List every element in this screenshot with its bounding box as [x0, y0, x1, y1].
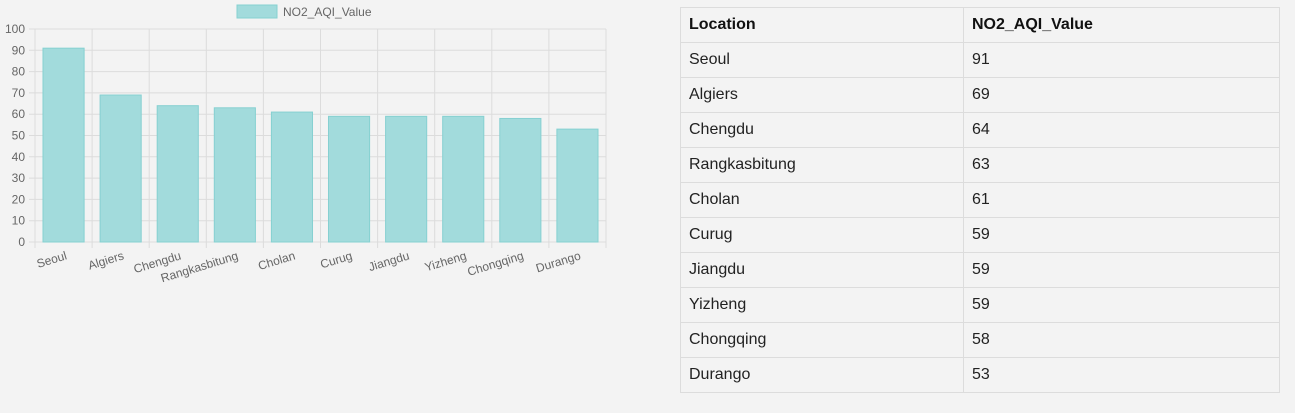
cell-location: Chengdu	[680, 112, 964, 148]
y-tick-label: 30	[12, 171, 26, 185]
y-tick-label: 0	[18, 235, 25, 249]
legend-label: NO2_AQI_Value	[283, 5, 372, 19]
table-row: Seoul 91	[680, 42, 1280, 78]
header-no2-aqi-value: NO2_AQI_Value	[963, 7, 1280, 43]
cell-value: 91	[963, 42, 1280, 78]
bar[interactable]	[385, 115, 428, 243]
y-tick-label: 70	[12, 86, 26, 100]
y-axis: 0 10 20 30 40 50 60 70 80 90 100	[5, 22, 25, 249]
cell-value: 59	[963, 217, 1280, 253]
cell-value: 58	[963, 322, 1280, 358]
x-tick-label: Yizheng	[423, 248, 468, 274]
y-tick-label: 40	[12, 150, 26, 164]
table-row: Yizheng 59	[680, 287, 1280, 323]
x-tick-label: Chongqing	[466, 248, 526, 278]
cell-location: Yizheng	[680, 287, 964, 323]
cell-location: Seoul	[680, 42, 964, 78]
table-row: Jiangdu 59	[680, 252, 1280, 288]
x-tick-label: Algiers	[86, 248, 125, 272]
table-row: Chengdu 64	[680, 112, 1280, 148]
bar[interactable]	[556, 128, 599, 243]
cell-location: Rangkasbitung	[680, 147, 964, 183]
data-table-container: Location NO2_AQI_Value Seoul 91 Algiers 69 C…	[680, 7, 1280, 393]
x-tick-label: Curug	[319, 248, 354, 271]
cell-value: 59	[963, 287, 1280, 323]
cell-value: 69	[963, 77, 1280, 113]
chart-legend[interactable]: NO2_AQI_Value	[236, 4, 372, 19]
cell-location: Durango	[680, 357, 964, 393]
bar[interactable]	[99, 94, 142, 243]
table-row: Algiers 69	[680, 77, 1280, 113]
x-tick-label: Seoul	[35, 248, 68, 270]
y-tick-label: 20	[12, 192, 26, 206]
chart-bars	[42, 47, 599, 243]
table-row: Rangkasbitung 63	[680, 147, 1280, 183]
table-row: Curug 59	[680, 217, 1280, 253]
cell-value: 64	[963, 112, 1280, 148]
cell-location: Jiangdu	[680, 252, 964, 288]
y-tick-label: 50	[12, 129, 26, 143]
y-tick-label: 100	[5, 22, 25, 36]
cell-value: 59	[963, 252, 1280, 288]
legend-swatch	[236, 4, 278, 19]
table-row: Cholan 61	[680, 182, 1280, 218]
bar[interactable]	[213, 107, 256, 243]
data-table: Location NO2_AQI_Value Seoul 91 Algiers 69 C…	[680, 7, 1280, 393]
y-tick-label: 90	[12, 43, 26, 57]
bar[interactable]	[499, 117, 542, 243]
table-body: Seoul 91 Algiers 69 Chengdu 64 Rangkasbitung 63…	[680, 42, 1280, 393]
table-row: Durango 53	[680, 357, 1280, 393]
y-tick-label: 80	[12, 65, 26, 79]
cell-location: Algiers	[680, 77, 964, 113]
cell-location: Cholan	[680, 182, 964, 218]
bar-chart: NO2_AQI_Value 0 10 20 30 40 50 60 70 80 90 100 Seo…	[0, 0, 620, 300]
cell-location: Chongqing	[680, 322, 964, 358]
bar[interactable]	[270, 111, 314, 243]
y-tick-label: 60	[12, 107, 26, 121]
chart-svg: NO2_AQI_Value 0 10 20 30 40 50 60 70 80 90 100 Seo…	[5, 4, 607, 285]
bar[interactable]	[156, 105, 199, 243]
cell-location: Curug	[680, 217, 964, 253]
cell-value: 53	[963, 357, 1280, 393]
x-tick-label: Cholan	[256, 248, 296, 273]
bar[interactable]	[327, 115, 371, 243]
cell-value: 61	[963, 182, 1280, 218]
table-header-row: Location NO2_AQI_Value	[680, 7, 1280, 43]
x-tick-label: Jiangdu	[367, 248, 411, 274]
y-tick-label: 10	[12, 214, 26, 228]
bar[interactable]	[442, 115, 485, 243]
x-tick-label: Durango	[534, 248, 582, 275]
cell-value: 63	[963, 147, 1280, 183]
bar[interactable]	[42, 47, 85, 243]
header-location: Location	[680, 7, 964, 43]
table-row: Chongqing 58	[680, 322, 1280, 358]
